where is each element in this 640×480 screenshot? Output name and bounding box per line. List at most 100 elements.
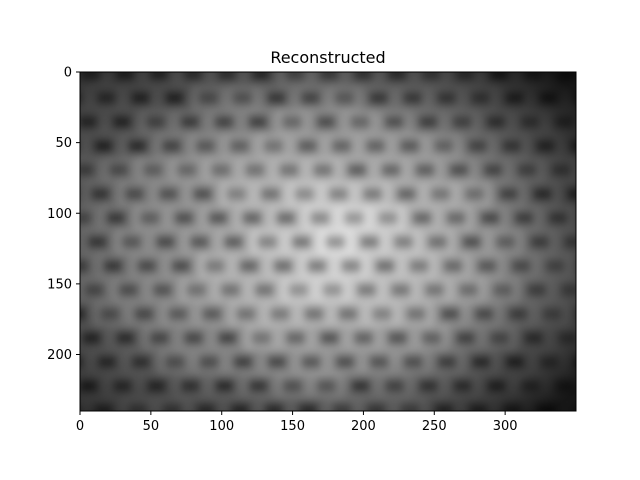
texture-mortar xyxy=(618,62,640,86)
x-tick-label: 50 xyxy=(143,419,160,434)
texture-mortar xyxy=(69,422,103,446)
texture-mortar xyxy=(591,230,625,254)
texture-mortar xyxy=(37,110,71,134)
texture-brick xyxy=(552,427,572,441)
texture-mortar xyxy=(578,158,612,182)
texture-mortar xyxy=(619,326,640,350)
texture-brick xyxy=(595,283,615,297)
texture-brick xyxy=(613,259,633,273)
texture-brick xyxy=(589,379,609,393)
texture-mortar xyxy=(631,134,640,158)
texture-mortar xyxy=(171,422,205,446)
texture-mortar xyxy=(594,182,628,206)
texture-mortar xyxy=(572,254,606,278)
texture-mortar xyxy=(103,422,137,446)
y-tick-label: 50 xyxy=(55,136,72,151)
texture-brick xyxy=(110,427,130,441)
texture-mortar xyxy=(628,182,640,206)
texture-brick xyxy=(42,427,62,441)
texture-brick xyxy=(576,307,596,321)
texture-mortar xyxy=(625,230,640,254)
texture-brick xyxy=(616,211,636,225)
x-tick-label: 0 xyxy=(76,419,84,434)
texture-brick xyxy=(591,67,611,81)
texture-mortar xyxy=(597,398,631,422)
texture-mortar xyxy=(38,374,72,398)
texture-brick xyxy=(582,211,602,225)
texture-mortar xyxy=(575,206,609,230)
texture-brick xyxy=(29,355,49,369)
y-tick-label: 100 xyxy=(47,207,72,222)
texture-mortar xyxy=(28,254,62,278)
y-tick-label: 200 xyxy=(47,348,72,363)
texture-mortar xyxy=(375,422,409,446)
texture-brick xyxy=(586,427,606,441)
x-tick-label: 300 xyxy=(493,419,518,434)
texture-brick xyxy=(35,259,55,273)
texture-mortar xyxy=(600,86,634,110)
texture-brick xyxy=(44,115,64,129)
texture-brick xyxy=(607,355,627,369)
chart-title: Reconstructed xyxy=(270,48,385,67)
texture-brick xyxy=(57,187,77,201)
y-tick-label: 0 xyxy=(64,66,72,81)
texture-brick xyxy=(32,307,52,321)
texture-mortar xyxy=(307,422,341,446)
texture-brick xyxy=(620,427,640,441)
texture-brick xyxy=(45,379,65,393)
texture-mortar xyxy=(582,374,616,398)
x-tick-label: 100 xyxy=(209,419,234,434)
texture-mortar xyxy=(25,302,59,326)
texture-mortar xyxy=(579,422,613,446)
texture-mortar xyxy=(19,398,53,422)
texture-mortar xyxy=(585,326,619,350)
x-tick-label: 250 xyxy=(422,419,447,434)
x-tick-label: 200 xyxy=(351,419,376,434)
texture-brick xyxy=(635,187,640,201)
x-axis: 0 50 100 150 200 250 300 xyxy=(76,411,518,434)
texture-brick xyxy=(26,403,46,417)
texture-brick xyxy=(588,115,608,129)
texture-mortar xyxy=(34,158,68,182)
texture-mortar xyxy=(600,350,634,374)
texture-brick xyxy=(625,67,640,81)
x-tick-label: 150 xyxy=(280,419,305,434)
texture-mortar xyxy=(613,422,640,446)
texture-mortar xyxy=(634,86,640,110)
texture-brick xyxy=(41,163,61,177)
texture-mortar xyxy=(616,374,640,398)
texture-mortar xyxy=(239,422,273,446)
texture-brick xyxy=(623,379,640,393)
texture-brick xyxy=(579,259,599,273)
texture-mortar xyxy=(612,158,640,182)
texture-brick xyxy=(450,427,470,441)
texture-mortar xyxy=(50,182,84,206)
texture-mortar xyxy=(622,278,640,302)
texture-mortar xyxy=(615,110,640,134)
texture-mortar xyxy=(41,326,75,350)
texture-mortar xyxy=(588,278,622,302)
texture-brick xyxy=(60,403,80,417)
texture-mortar xyxy=(581,110,615,134)
texture-mortar xyxy=(603,302,637,326)
texture-mortar xyxy=(35,422,69,446)
image-vignette xyxy=(80,72,576,411)
texture-brick xyxy=(314,427,334,441)
texture-mortar xyxy=(545,422,579,446)
texture-brick xyxy=(518,427,538,441)
texture-mortar xyxy=(606,254,640,278)
texture-mortar xyxy=(47,230,81,254)
texture-mortar xyxy=(609,206,640,230)
texture-brick xyxy=(178,427,198,441)
texture-brick xyxy=(604,139,624,153)
texture-brick xyxy=(632,235,640,249)
texture-brick xyxy=(622,115,640,129)
texture-mortar xyxy=(584,62,618,86)
texture-brick xyxy=(626,331,640,345)
texture-brick xyxy=(598,235,618,249)
texture-brick xyxy=(382,427,402,441)
texture-brick xyxy=(601,187,621,201)
texture-brick xyxy=(610,307,630,321)
texture-brick xyxy=(629,283,640,297)
